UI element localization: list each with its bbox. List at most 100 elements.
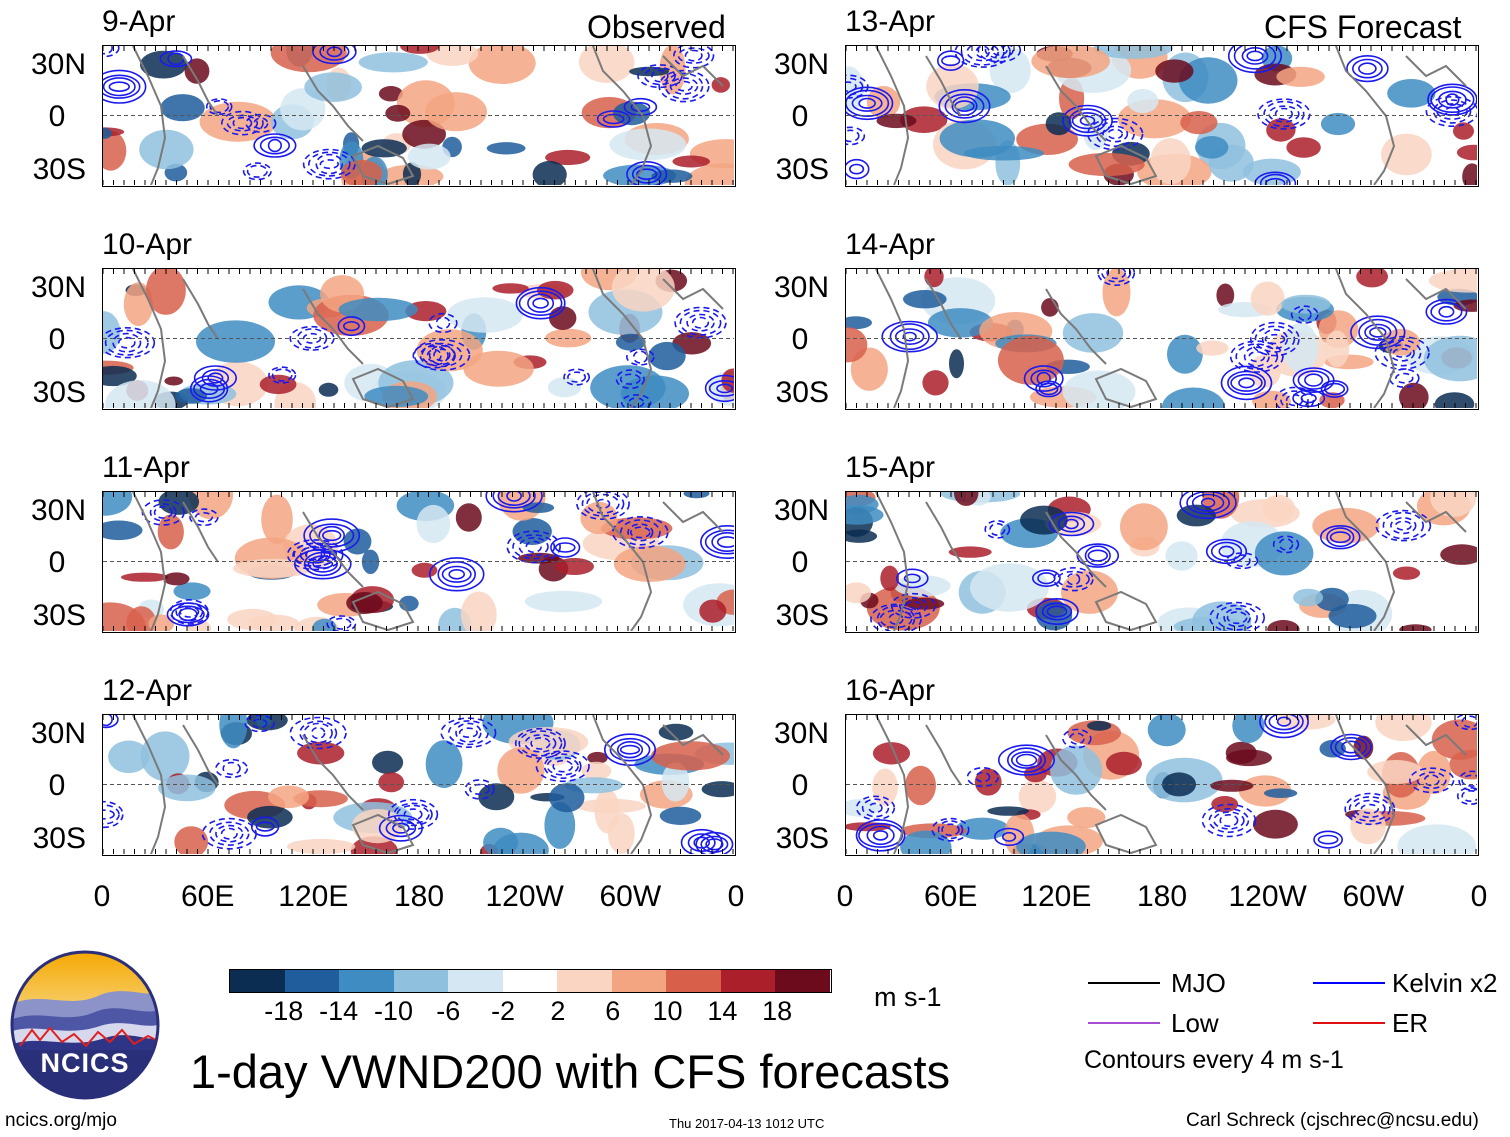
kelvin-contour (437, 561, 477, 588)
kelvin-contour (175, 602, 204, 622)
wind-anomaly-blob (661, 762, 690, 802)
wind-anomaly-blob (872, 742, 911, 765)
coastline (662, 501, 724, 533)
colorbar-tick-label: -18 (264, 996, 304, 1026)
lon-tick-label: 180 (393, 880, 445, 913)
kelvin-contour (1461, 790, 1477, 802)
map-panel (102, 45, 736, 187)
wind-anomaly-blob (997, 335, 1064, 385)
kelvin-contour (866, 825, 895, 846)
kelvin-contour (428, 344, 456, 366)
wind-anomaly-blob (1180, 111, 1218, 135)
kelvin-contour (954, 46, 1011, 68)
kelvin-contour (1259, 173, 1291, 185)
kelvin-contour (704, 374, 734, 403)
lat-tick-label: 30S (32, 822, 86, 855)
lon-tick-label: 60E (180, 880, 235, 913)
lat-tick-label: 30N (773, 271, 829, 304)
wind-anomaly-blob (407, 143, 451, 170)
kelvin-contour (103, 69, 147, 104)
wind-anomaly-blob (1267, 620, 1300, 631)
kelvin-contour (1292, 389, 1326, 408)
wind-anomaly-blob (1067, 807, 1106, 828)
wind-anomaly-blob (872, 768, 898, 806)
kelvin-contour (1352, 58, 1383, 79)
kelvin-contour (1438, 305, 1455, 318)
wind-anomaly-blob (1102, 269, 1131, 317)
wind-anomaly-blob (1276, 715, 1336, 730)
map-panel (845, 268, 1479, 410)
kelvin-contour (426, 348, 442, 363)
kelvin-contour (1227, 370, 1266, 396)
wind-anomaly-blob (145, 269, 186, 315)
kelvin-contour (308, 151, 351, 177)
colorbar-swatch (393, 970, 450, 992)
legend: MJO Kelvin x2 Low ER Contours every 4 m … (1080, 965, 1500, 1075)
kelvin-contour (1304, 373, 1324, 387)
wind-anomaly-blob (1423, 335, 1477, 382)
kelvin-contour (535, 750, 590, 783)
kelvin-contour (951, 96, 978, 117)
lon-tick-label: 120W (485, 880, 564, 913)
lat-tick-label: 0 (791, 100, 809, 133)
lat-tick-label: 30S (32, 153, 86, 186)
kelvin-contour (1053, 566, 1094, 592)
kelvin-contour (153, 505, 173, 519)
kelvin-contour (1031, 569, 1061, 587)
kelvin-contour (419, 345, 449, 366)
kelvin-contour (1179, 492, 1237, 520)
wind-anomaly-blob (158, 774, 216, 802)
wind-anomaly-blob (486, 142, 526, 155)
kelvin-contour (876, 605, 916, 631)
kelvin-contour (179, 606, 200, 618)
map-field (846, 46, 1477, 185)
wind-anomaly-blob (1196, 340, 1229, 356)
kelvin-contour (1084, 545, 1111, 566)
kelvin-contour (846, 158, 870, 180)
kelvin-contour (1340, 740, 1361, 754)
kelvin-contour (855, 795, 896, 821)
kelvin-contour (251, 718, 268, 729)
wind-anomaly-blob (1120, 503, 1168, 551)
kelvin-contour (936, 50, 965, 71)
kelvin-contour (1246, 50, 1264, 62)
wind-anomaly-blob (103, 130, 127, 171)
kelvin-contour (1213, 811, 1245, 830)
lon-tick-label: 60W (599, 880, 662, 913)
kelvin-contour (1238, 377, 1255, 389)
coastline (182, 278, 219, 340)
kelvin-contour (576, 492, 630, 520)
kelvin-contour (611, 516, 669, 549)
kelvin-contour (1230, 373, 1263, 392)
kelvin-contour (514, 727, 566, 759)
lat-tick-label: 30S (32, 599, 86, 632)
kelvin-contour (1285, 394, 1304, 407)
wind-anomaly-blob (455, 503, 482, 532)
wind-anomaly-blob (103, 602, 146, 631)
kelvin-contour (1274, 107, 1294, 121)
kelvin-contour (1076, 543, 1120, 568)
lon-tick-label: 0 (1470, 880, 1488, 913)
kelvin-contour (319, 46, 350, 61)
kelvin-contour (108, 81, 130, 93)
wind-anomaly-blob (1399, 382, 1429, 408)
kelvin-contour (199, 382, 219, 395)
footer-url[interactable]: ncics.org/mjo (5, 1110, 117, 1131)
wind-anomaly-blob (416, 504, 451, 544)
wind-anomaly-blob (846, 505, 884, 525)
kelvin-contour (169, 599, 209, 625)
wind-anomaly-blob (949, 349, 964, 379)
wind-anomaly-blob (1232, 715, 1265, 744)
kelvin-contour (1461, 715, 1477, 728)
kelvin-contour (1062, 728, 1092, 749)
kelvin-contour (563, 368, 591, 386)
kelvin-contour (941, 823, 960, 836)
wind-anomaly-blob (846, 327, 868, 363)
wind-anomaly-blob (483, 827, 519, 854)
lat-tick-label: 30N (773, 48, 829, 81)
kelvin-contour (189, 508, 219, 527)
kelvin-contour (1048, 511, 1095, 537)
kelvin-contour (506, 492, 522, 502)
kelvin-contour (215, 824, 244, 843)
kelvin-contour (1290, 305, 1319, 324)
